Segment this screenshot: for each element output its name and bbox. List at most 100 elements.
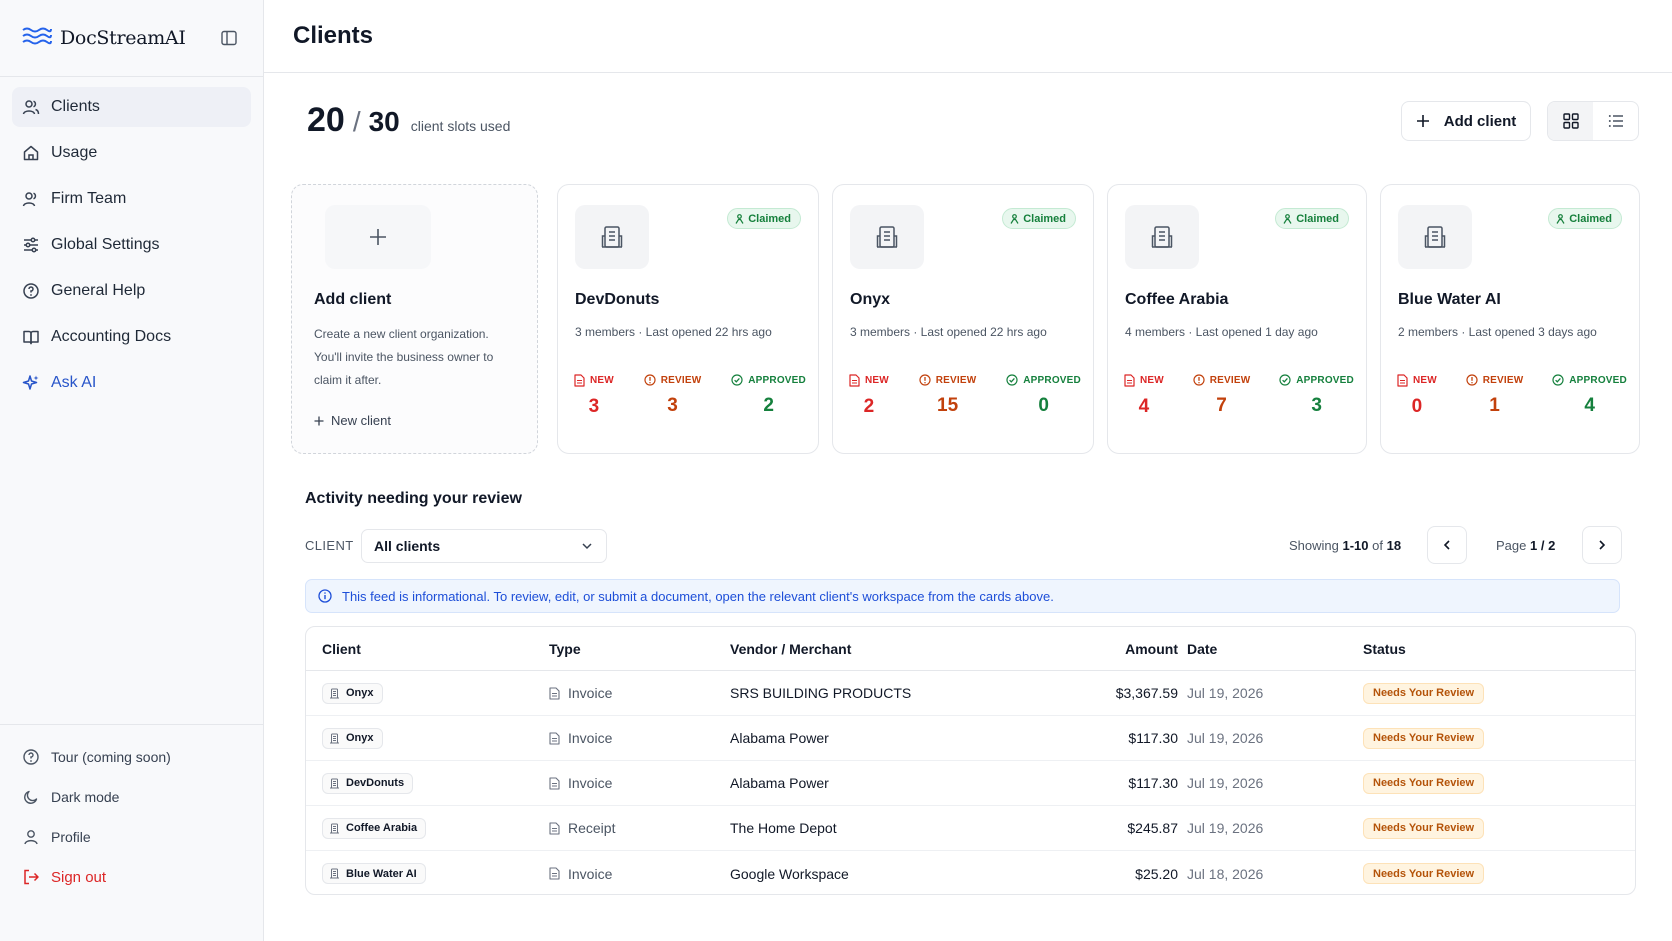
header-amount[interactable]: Amount (1125, 640, 1178, 657)
building-icon-box (850, 205, 924, 269)
receipt-icon (549, 821, 560, 835)
home-icon (22, 144, 40, 162)
stat-approved: APPROVED 4 (1552, 374, 1627, 418)
add-client-button[interactable]: Add client (1401, 101, 1531, 141)
sidebar-item-label: Dark mode (51, 789, 120, 805)
client-chip-label: Coffee Arabia (346, 822, 418, 834)
client-filter-value: All clients (374, 538, 441, 554)
table-row[interactable]: Coffee Arabia Receipt The Home Depot $24… (306, 806, 1635, 851)
sidebar-item-clients[interactable]: Clients (12, 87, 251, 127)
client-chip-label: DevDonuts (346, 777, 405, 789)
building-icon-box (1125, 205, 1199, 269)
prev-page-button[interactable] (1427, 526, 1467, 564)
vendor: Alabama Power (730, 730, 829, 746)
dark-mode-toggle[interactable]: Dark mode (0, 777, 263, 817)
client-card[interactable]: Claimed Coffee Arabia 4 members · Last o… (1107, 184, 1367, 454)
doc-type: Invoice (568, 730, 613, 746)
amount: $25.20 (1135, 865, 1178, 882)
header-date[interactable]: Date (1187, 640, 1218, 657)
help-icon (22, 282, 40, 300)
sidebar-item-usage[interactable]: Usage (12, 133, 251, 173)
plus-icon (368, 227, 388, 247)
list-icon (1608, 113, 1624, 129)
stat-new: NEW 3 (574, 374, 614, 418)
stat-value: 3 (667, 395, 678, 416)
add-client-label: Add client (1443, 112, 1517, 130)
status-badge: Needs Your Review (1363, 772, 1485, 794)
stat-label: NEW (1140, 375, 1164, 386)
sidebar-item-ask-ai[interactable]: Ask AI (12, 363, 251, 403)
status-badge: Needs Your Review (1363, 817, 1485, 839)
header-status[interactable]: Status (1363, 640, 1406, 657)
vendor: The Home Depot (730, 820, 837, 836)
client-card[interactable]: Claimed Onyx 3 members · Last opened 22 … (832, 184, 1094, 454)
stat-label: NEW (865, 375, 889, 386)
client-chip-label: Onyx (346, 732, 374, 744)
sidebar-item-general-help[interactable]: General Help (12, 271, 251, 311)
sidebar-item-label: Profile (51, 829, 91, 845)
claimed-icon (1010, 213, 1019, 224)
showing-count: Showing 1-10 of 18 (1289, 538, 1401, 553)
table-row[interactable]: Onyx Invoice Alabama Power $117.30 Jul 1… (306, 716, 1635, 761)
client-chip-label: Onyx (346, 687, 374, 699)
client-chip: Blue Water AI (322, 863, 426, 884)
client-filter-label: CLIENT (305, 538, 354, 553)
stat-approved: APPROVED 0 (1006, 374, 1081, 418)
client-meta: 2 members · Last opened 3 days ago (1398, 325, 1597, 339)
file-icon (849, 374, 860, 387)
client-slots-counter: 20 / 30 client slots used (307, 101, 510, 140)
add-client-card[interactable]: Add client Create a new client organizat… (291, 184, 538, 454)
alert-icon (1466, 374, 1478, 386)
table-row[interactable]: DevDonuts Invoice Alabama Power $117.30 … (306, 761, 1635, 806)
client-filter-select[interactable]: All clients (361, 529, 607, 563)
stat-label: APPROVED (1023, 374, 1081, 386)
claimed-badge: Claimed (727, 208, 801, 229)
stat-review: REVIEW 1 (1466, 374, 1524, 418)
date: Jul 19, 2026 (1187, 730, 1264, 746)
sign-out-button[interactable]: Sign out (0, 857, 263, 897)
sidebar-item-tour[interactable]: Tour (coming soon) (0, 737, 263, 777)
activity-table: Client Type Vendor / Merchant Amount Dat… (305, 626, 1636, 895)
showing-prefix: Showing (1289, 538, 1339, 553)
next-page-button[interactable] (1582, 526, 1622, 564)
sidebar-item-label: Ask AI (51, 374, 97, 391)
sidebar: DocStreamAI Clients Usage Firm Team Glob… (0, 0, 264, 941)
sidebar-item-accounting-docs[interactable]: Accounting Docs (12, 317, 251, 357)
sidebar-item-global-settings[interactable]: Global Settings (12, 225, 251, 265)
amount: $3,367.59 (1115, 685, 1178, 701)
add-card-title: Add client (314, 291, 392, 308)
client-name: DevDonuts (575, 291, 660, 308)
client-chip: Onyx (322, 727, 383, 749)
header-type[interactable]: Type (549, 640, 581, 657)
sidebar-item-label: Usage (51, 144, 98, 161)
sparkle-icon (22, 374, 40, 392)
date: Jul 19, 2026 (1187, 775, 1264, 791)
sidebar-collapse-icon[interactable] (221, 30, 239, 48)
table-header: Client Type Vendor / Merchant Amount Dat… (306, 627, 1635, 671)
list-view-button[interactable] (1593, 102, 1638, 140)
building-icon (329, 688, 340, 699)
doc-type: Invoice (568, 775, 613, 791)
client-card[interactable]: Claimed Blue Water AI 2 members · Last o… (1380, 184, 1640, 454)
grid-view-button[interactable] (1548, 102, 1593, 140)
client-stats: NEW 0 REVIEW 1 APPROVED 4 (1397, 374, 1627, 418)
stat-label: APPROVED (1569, 374, 1627, 386)
claimed-badge: Claimed (1275, 208, 1349, 229)
client-stats: NEW 3 REVIEW 3 APPROVED 2 (574, 374, 806, 418)
table-row[interactable]: Onyx Invoice SRS BUILDING PRODUCTS $3,36… (306, 671, 1635, 716)
stat-label: APPROVED (748, 374, 806, 386)
alert-icon (644, 374, 656, 386)
doc-type: Receipt (568, 820, 616, 836)
status-badge: Needs Your Review (1363, 682, 1485, 704)
sidebar-item-firm-team[interactable]: Firm Team (12, 179, 251, 219)
header-client[interactable]: Client (322, 640, 361, 657)
page-title: Clients (293, 22, 374, 49)
client-card[interactable]: Claimed DevDonuts 3 members · Last opene… (557, 184, 819, 454)
new-client-link[interactable]: New client (314, 413, 391, 428)
header-vendor[interactable]: Vendor / Merchant (730, 640, 852, 657)
sign-out-icon (22, 868, 40, 886)
stat-new: NEW 4 (1124, 374, 1164, 418)
sidebar-item-profile[interactable]: Profile (0, 817, 263, 857)
table-row[interactable]: Blue Water AI Invoice Google Workspace $… (306, 851, 1635, 894)
amount: $117.30 (1128, 775, 1178, 791)
